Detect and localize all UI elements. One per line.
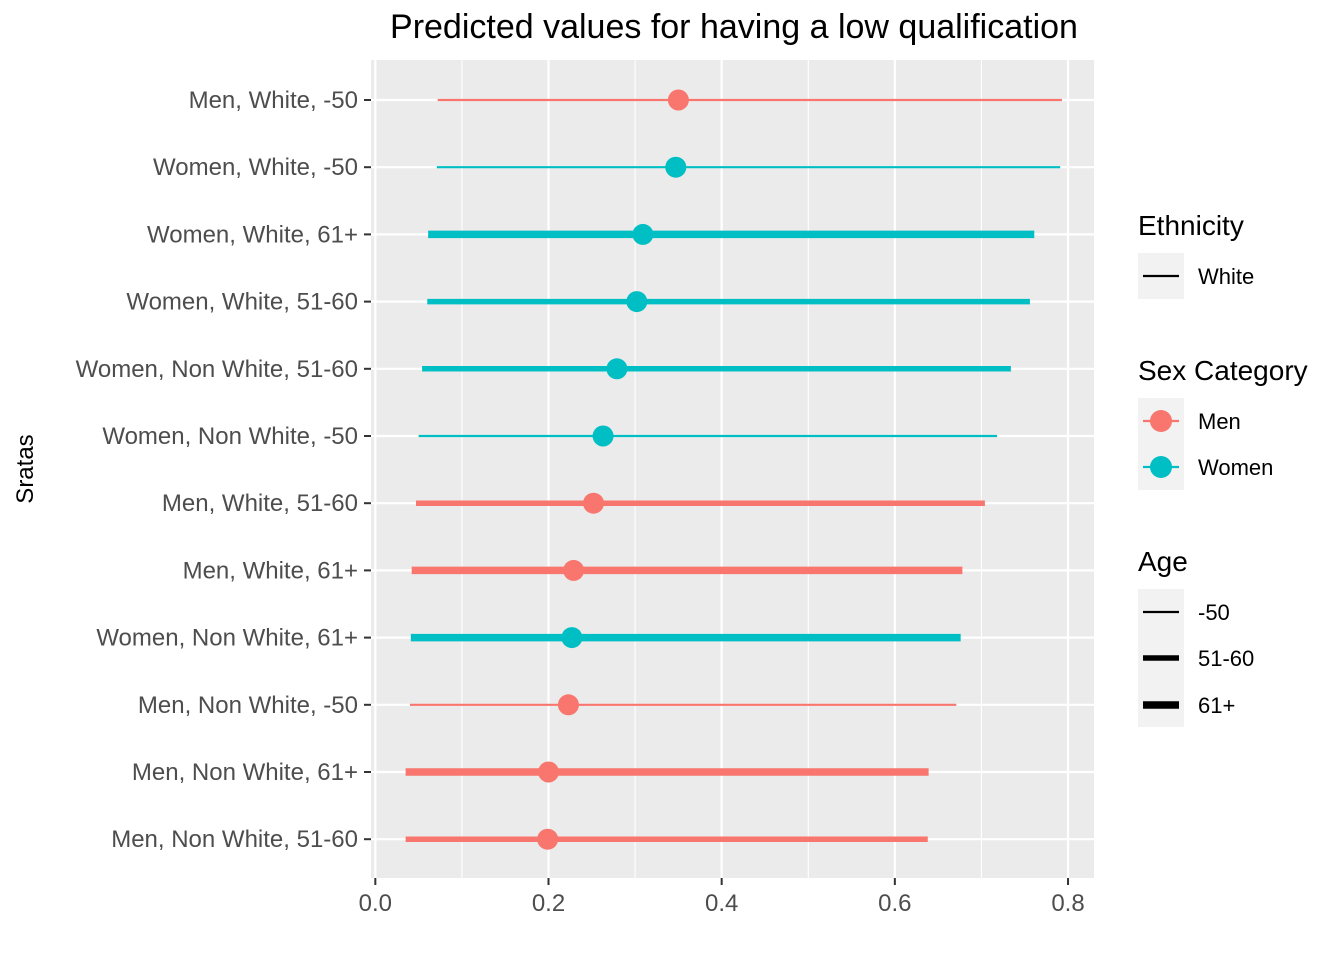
- legend-age-item-61plus: 61+: [1198, 693, 1235, 718]
- legend-sex-title: Sex Category: [1138, 355, 1308, 386]
- y-tick-label-women-non-white-61plus: Women, Non White, 61+: [96, 625, 358, 652]
- x-tick-label: 0.6: [878, 890, 911, 917]
- y-tick-label-women-non-white-50: Women, Non White, -50: [102, 423, 358, 450]
- plot-panel: [371, 60, 1094, 878]
- y-tick-label-women-white-61plus: Women, White, 61+: [147, 221, 358, 248]
- x-axis: 0.0 0.2 0.4 0.6 0.8: [359, 878, 1085, 917]
- legend-sex-key-men-point: [1150, 410, 1172, 432]
- legend-age-title: Age: [1138, 546, 1188, 577]
- y-axis: Men, White, -50 Women, White, -50 Women, W…: [76, 87, 371, 853]
- y-tick-label-men-white-61plus: Men, White, 61+: [183, 557, 358, 584]
- point-estimates: [537, 89, 689, 850]
- legend-ethnicity-item-white: White: [1198, 264, 1254, 289]
- legend-sex-item-women: Women: [1198, 455, 1273, 480]
- y-tick-label-women-white-51-60: Women, White, 51-60: [126, 289, 358, 316]
- legend-age-item-51-60: 51-60: [1198, 646, 1254, 671]
- point-women-non-white-61plus: [561, 627, 583, 649]
- point-men-non-white-50: [557, 694, 579, 716]
- y-tick-label-men-non-white-51-60: Men, Non White, 51-60: [111, 826, 358, 853]
- x-tick-label: 0.2: [532, 890, 565, 917]
- y-axis-title: Sratas: [12, 434, 39, 503]
- x-tick-label: 0.0: [359, 890, 392, 917]
- legend-sex-key-women-point: [1150, 456, 1172, 478]
- y-tick-label-men-non-white-50: Men, Non White, -50: [138, 692, 358, 719]
- x-tick-label: 0.4: [705, 890, 738, 917]
- y-tick-label-men-non-white-61plus: Men, Non White, 61+: [132, 759, 358, 786]
- point-women-white-61plus: [632, 223, 654, 245]
- x-tick-label: 0.8: [1051, 890, 1084, 917]
- error-bars: [405, 98, 1062, 842]
- point-men-white-50: [667, 89, 689, 111]
- point-women-non-white-50: [592, 425, 614, 447]
- point-men-non-white-61plus: [538, 761, 560, 783]
- y-tick-label-women-non-white-51-60: Women, Non White, 51-60: [76, 356, 358, 383]
- point-men-white-51-60: [583, 492, 605, 514]
- legend-ethnicity-title: Ethnicity: [1138, 210, 1244, 241]
- chart-title: Predicted values for having a low qualif…: [390, 8, 1078, 46]
- y-tick-label-men-white-51-60: Men, White, 51-60: [162, 490, 358, 517]
- legend-sex: Sex Category Men Women: [1138, 355, 1308, 490]
- legend-age: Age -50 51-60 61+: [1138, 546, 1254, 727]
- legend-age-item-50: -50: [1198, 600, 1230, 625]
- legend-ethnicity: Ethnicity White: [1138, 210, 1254, 299]
- y-tick-label-men-white-50: Men, White, -50: [189, 87, 358, 114]
- point-women-white-51-60: [626, 291, 648, 313]
- point-men-non-white-51-60: [537, 828, 559, 850]
- point-women-white-50: [665, 156, 687, 178]
- y-tick-label-women-white-50: Women, White, -50: [153, 154, 358, 181]
- legend-sex-item-men: Men: [1198, 409, 1241, 434]
- point-women-non-white-51-60: [606, 358, 628, 380]
- point-men-white-61plus: [563, 559, 585, 581]
